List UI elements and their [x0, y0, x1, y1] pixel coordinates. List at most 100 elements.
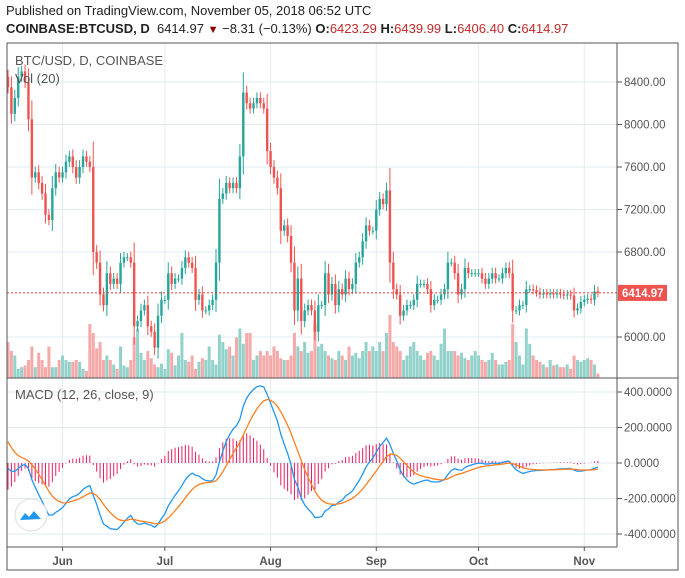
volume-bar — [480, 360, 484, 378]
price-tick-label: 6800.00 — [624, 247, 666, 259]
volume-bar — [98, 342, 102, 378]
volume-bar — [187, 361, 191, 378]
candle-body — [477, 273, 480, 275]
volume-bar — [565, 364, 569, 378]
candle-body — [221, 193, 225, 199]
macd-line — [7, 385, 599, 531]
volume-bar — [30, 346, 34, 378]
high-value: 6439.99 — [394, 21, 442, 36]
volume-bar — [419, 355, 423, 378]
candle-body — [13, 97, 17, 114]
volume-bar — [255, 355, 259, 378]
volume-bar — [197, 361, 201, 378]
candle-body — [596, 291, 600, 293]
symbol-label: COINBASE:BTCUSD, D — [6, 21, 150, 36]
volume-bar — [166, 349, 170, 378]
volume-bar — [81, 369, 85, 378]
volume-bar — [477, 355, 481, 378]
volume-bar — [463, 358, 467, 378]
candle-body — [518, 305, 521, 311]
volume-bar — [364, 342, 368, 378]
volume-bar — [521, 364, 525, 378]
volume-bar — [518, 355, 521, 378]
volume-bar — [296, 346, 300, 378]
candle-body — [340, 289, 344, 295]
candle-body — [10, 87, 13, 114]
volume-bar — [316, 346, 320, 378]
volume-bar — [132, 337, 136, 378]
candle-body — [262, 103, 265, 109]
volume-bar — [214, 364, 218, 378]
volume-bar — [231, 355, 235, 378]
volume-bar — [238, 328, 242, 378]
volume-bar — [449, 351, 453, 378]
candles — [6, 64, 617, 359]
volume-bar — [20, 367, 24, 378]
volume-bar — [378, 342, 382, 378]
volume-bar — [395, 346, 399, 378]
candle-body — [190, 262, 194, 268]
volume-bar — [439, 343, 443, 378]
volume-bar — [385, 333, 389, 378]
volume-bar — [170, 352, 174, 378]
volume-bar — [398, 351, 402, 378]
volume-bar — [528, 343, 532, 378]
candle-body — [504, 267, 508, 274]
candle-body — [368, 225, 371, 231]
price-tick-label: 8000.00 — [624, 120, 666, 132]
volume-bar — [483, 361, 487, 378]
candle-body — [61, 172, 64, 178]
volume-bar — [194, 369, 198, 378]
candle-body — [330, 283, 334, 295]
volume-bar — [569, 369, 573, 378]
volume-bar — [282, 360, 286, 378]
signal-line — [7, 398, 599, 525]
candle-body — [136, 321, 139, 327]
candle-body — [272, 167, 276, 178]
candle-body — [17, 76, 20, 98]
volume-bar — [575, 360, 579, 378]
candle-body — [439, 294, 443, 300]
volume-bar — [88, 324, 92, 378]
candle-body — [317, 305, 320, 332]
candle-body — [473, 273, 477, 275]
volume-bar — [545, 367, 549, 378]
volume-bar — [589, 360, 593, 378]
volume-bar — [153, 364, 157, 378]
volume-bar — [16, 369, 20, 378]
candle-body — [429, 289, 433, 306]
volume-bar — [71, 361, 75, 378]
time-tick-label: Sep — [366, 556, 387, 568]
candle-body — [422, 283, 426, 285]
tradingview-logo-button[interactable] — [14, 498, 48, 532]
candle-body — [470, 273, 473, 275]
low-label: L: — [444, 21, 458, 36]
candle-body — [521, 305, 525, 307]
volume-bar — [432, 355, 436, 378]
volume-bar — [303, 342, 307, 378]
candle-body — [201, 294, 204, 311]
volume-bar — [425, 352, 429, 378]
volume-bar — [456, 355, 460, 378]
macd-tick-label: 0.0000 — [624, 458, 659, 470]
candle-body — [531, 289, 535, 291]
candle-body — [375, 209, 378, 231]
volume-bar — [579, 361, 583, 378]
volume-bar — [241, 343, 245, 378]
volume-bar — [44, 367, 48, 378]
volume-bar — [497, 364, 501, 378]
volume-bar — [13, 355, 17, 378]
candle-body — [501, 273, 504, 279]
volume-bar — [408, 346, 412, 378]
volume-bar — [327, 355, 331, 378]
price-change: −8.31 (−0.13%) — [222, 21, 312, 36]
volume-bar — [350, 355, 354, 378]
candle-body — [395, 289, 398, 295]
volume-bar — [122, 365, 126, 378]
volume-bar — [555, 364, 559, 378]
candle-body — [327, 273, 330, 295]
candle-body — [129, 257, 132, 263]
candle-body — [184, 257, 187, 268]
candle-body — [286, 225, 289, 237]
